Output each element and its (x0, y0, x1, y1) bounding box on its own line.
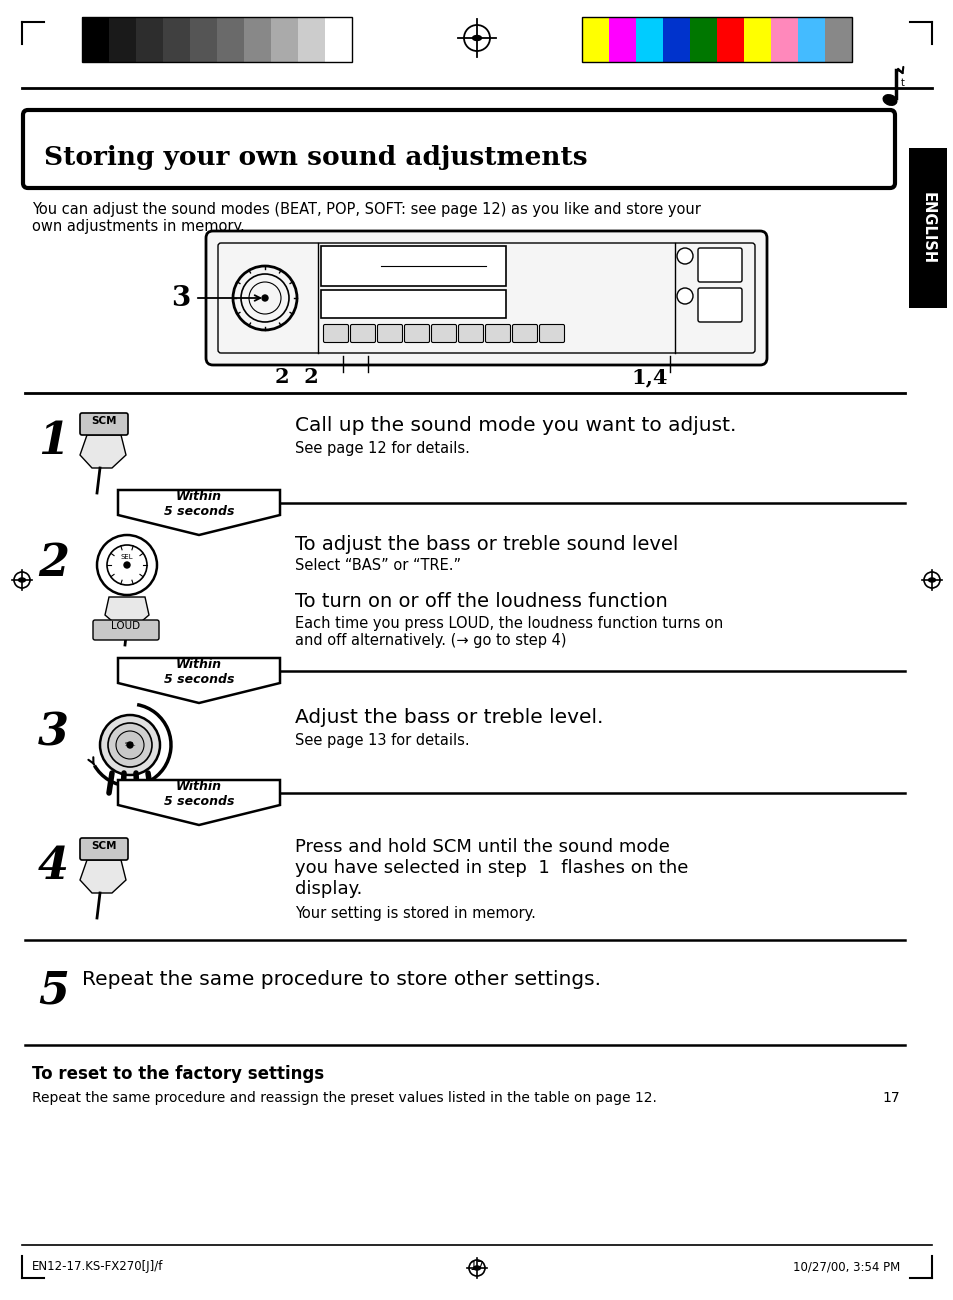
Ellipse shape (18, 578, 26, 582)
Bar (136, 17, 163, 62)
Text: 1,4: 1,4 (631, 367, 667, 387)
Text: You can adjust the sound modes (BEAT, POP, SOFT: see page 12) as you like and st: You can adjust the sound modes (BEAT, PO… (32, 202, 700, 234)
Text: Call up the sound mode you want to adjust.: Call up the sound mode you want to adjus… (294, 416, 736, 436)
FancyBboxPatch shape (206, 231, 766, 365)
Ellipse shape (882, 95, 896, 105)
Text: EN12-17.KS-FX270[J]/f: EN12-17.KS-FX270[J]/f (32, 1260, 163, 1273)
Bar (689, 17, 717, 62)
Bar (581, 17, 608, 62)
Polygon shape (118, 658, 280, 703)
FancyBboxPatch shape (539, 325, 564, 342)
Text: To turn on or off the loudness function: To turn on or off the loudness function (294, 592, 667, 611)
Text: Press and hold SCM until the sound mode
you have selected in step  1  flashes on: Press and hold SCM until the sound mode … (294, 838, 688, 897)
Text: To reset to the factory settings: To reset to the factory settings (32, 1065, 324, 1083)
Polygon shape (118, 490, 280, 536)
Text: SCM: SCM (91, 416, 116, 426)
Text: 17: 17 (469, 1260, 484, 1273)
Circle shape (100, 715, 160, 775)
Text: See page 12 for details.: See page 12 for details. (294, 441, 470, 456)
Bar (908, 148, 946, 308)
Ellipse shape (472, 35, 481, 40)
Text: See page 13 for details.: See page 13 for details. (294, 733, 469, 748)
FancyBboxPatch shape (458, 325, 483, 342)
FancyBboxPatch shape (323, 325, 348, 342)
Text: To adjust the bass or treble sound level: To adjust the bass or treble sound level (294, 536, 678, 554)
Circle shape (108, 723, 152, 767)
FancyBboxPatch shape (698, 289, 741, 322)
Circle shape (127, 742, 132, 748)
Text: 1: 1 (38, 420, 69, 463)
Bar (320, 290, 505, 318)
Bar (717, 17, 743, 62)
Bar (662, 17, 689, 62)
Ellipse shape (927, 578, 935, 582)
Bar (216, 17, 244, 62)
Text: Repeat the same procedure and reassign the preset values listed in the table on : Repeat the same procedure and reassign t… (32, 1091, 657, 1105)
Bar (797, 17, 824, 62)
Polygon shape (80, 861, 126, 893)
Text: Within
5 seconds: Within 5 seconds (164, 658, 234, 686)
Bar (770, 17, 797, 62)
Bar (608, 17, 636, 62)
Bar (109, 17, 136, 62)
FancyBboxPatch shape (377, 325, 402, 342)
FancyBboxPatch shape (80, 838, 128, 861)
Text: 17: 17 (882, 1091, 899, 1105)
FancyBboxPatch shape (404, 325, 429, 342)
Text: SEL: SEL (124, 742, 135, 748)
FancyBboxPatch shape (23, 111, 894, 188)
Bar (581, 17, 851, 62)
Bar (244, 17, 271, 62)
Text: 10/27/00, 3:54 PM: 10/27/00, 3:54 PM (792, 1260, 899, 1273)
Text: 3: 3 (38, 712, 69, 755)
Text: ENGLISH: ENGLISH (920, 192, 935, 264)
Circle shape (116, 731, 144, 759)
Polygon shape (80, 436, 126, 468)
Polygon shape (118, 780, 280, 826)
Bar (320, 246, 505, 286)
Text: 2: 2 (38, 542, 69, 585)
Circle shape (677, 289, 692, 304)
Text: 4: 4 (38, 845, 69, 888)
Text: Your setting is stored in memory.: Your setting is stored in memory. (294, 906, 536, 920)
Circle shape (677, 248, 692, 264)
FancyBboxPatch shape (431, 325, 456, 342)
Bar (271, 17, 297, 62)
Bar (297, 17, 325, 62)
FancyBboxPatch shape (92, 620, 159, 640)
Text: 3: 3 (171, 285, 190, 312)
Text: Select “BAS” or “TRE.”: Select “BAS” or “TRE.” (294, 558, 460, 573)
Polygon shape (105, 597, 149, 627)
Bar (824, 17, 851, 62)
FancyBboxPatch shape (512, 325, 537, 342)
Bar (636, 17, 662, 62)
Text: Within
5 seconds: Within 5 seconds (164, 780, 234, 809)
Bar (190, 17, 216, 62)
Text: SCM: SCM (91, 841, 116, 852)
Text: 5: 5 (38, 970, 69, 1013)
Text: t: t (900, 78, 904, 88)
Bar (82, 17, 352, 62)
Circle shape (262, 295, 268, 302)
Text: Adjust the bass or treble level.: Adjust the bass or treble level. (294, 708, 602, 727)
Text: 2  2: 2 2 (274, 367, 318, 387)
Text: SEL: SEL (121, 554, 133, 560)
Text: Each time you press LOUD, the loudness function turns on
and off alternatively. : Each time you press LOUD, the loudness f… (294, 616, 722, 649)
FancyBboxPatch shape (80, 413, 128, 436)
Circle shape (124, 562, 130, 568)
FancyBboxPatch shape (485, 325, 510, 342)
Text: Within
5 seconds: Within 5 seconds (164, 490, 234, 517)
Bar (743, 17, 770, 62)
Bar (163, 17, 190, 62)
Ellipse shape (473, 1266, 480, 1270)
Text: LOUD: LOUD (112, 621, 140, 630)
FancyBboxPatch shape (350, 325, 375, 342)
Text: Storing your own sound adjustments: Storing your own sound adjustments (44, 146, 587, 170)
Bar (325, 17, 352, 62)
Text: Repeat the same procedure to store other settings.: Repeat the same procedure to store other… (82, 970, 600, 989)
Bar (82, 17, 109, 62)
FancyBboxPatch shape (698, 248, 741, 282)
